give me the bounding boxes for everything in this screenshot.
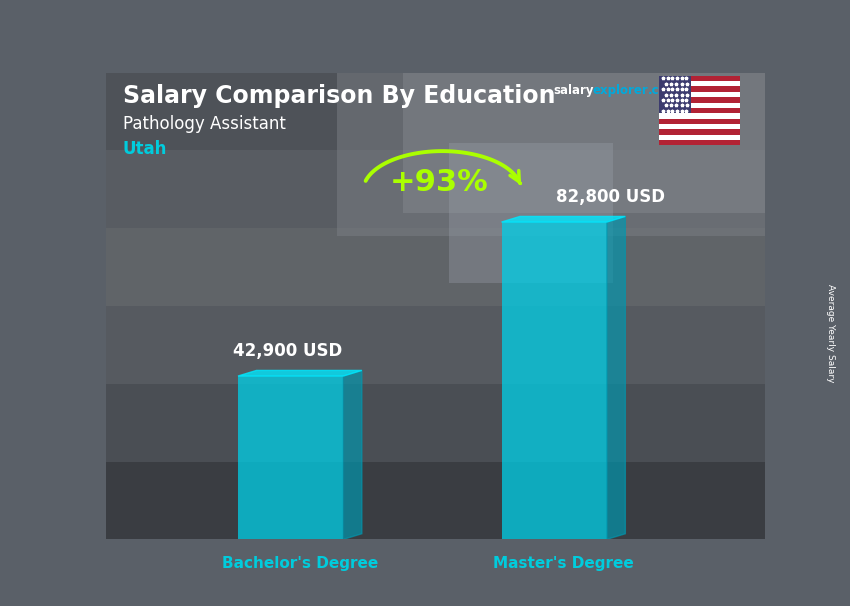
Text: Pathology Assistant: Pathology Assistant (122, 115, 286, 133)
Text: Master's Degree: Master's Degree (493, 556, 634, 571)
Text: salary: salary (552, 84, 593, 98)
Bar (106, 150, 765, 228)
Bar (659, 97, 740, 102)
Polygon shape (343, 370, 362, 539)
Bar (106, 306, 765, 384)
Bar (659, 113, 740, 119)
Bar (106, 73, 765, 150)
Text: +93%: +93% (389, 168, 488, 197)
Bar (659, 129, 740, 135)
Text: 42,900 USD: 42,900 USD (233, 342, 342, 360)
Polygon shape (238, 370, 362, 376)
Bar (659, 135, 740, 140)
Polygon shape (607, 216, 626, 539)
Text: Utah: Utah (122, 141, 167, 158)
Bar (659, 108, 740, 113)
Bar (659, 81, 740, 87)
Bar (502, 222, 607, 539)
Bar (659, 87, 740, 92)
Bar (449, 142, 614, 282)
Bar (106, 228, 765, 306)
Text: .com: .com (648, 84, 679, 98)
Bar (238, 376, 343, 539)
Text: Bachelor's Degree: Bachelor's Degree (222, 556, 378, 571)
Bar (659, 124, 740, 129)
Bar (106, 384, 765, 462)
Bar (106, 462, 765, 539)
Text: explorer: explorer (592, 84, 649, 98)
Bar (659, 76, 740, 81)
Text: Average Yearly Salary: Average Yearly Salary (825, 284, 835, 382)
Polygon shape (502, 216, 626, 222)
Bar (659, 76, 691, 113)
Bar (659, 140, 740, 145)
Bar (659, 119, 740, 124)
Bar (337, 73, 765, 236)
Text: 82,800 USD: 82,800 USD (556, 188, 665, 206)
Bar (659, 92, 740, 97)
Text: Salary Comparison By Education: Salary Comparison By Education (122, 84, 555, 108)
Bar (403, 73, 765, 213)
Bar (659, 102, 740, 108)
